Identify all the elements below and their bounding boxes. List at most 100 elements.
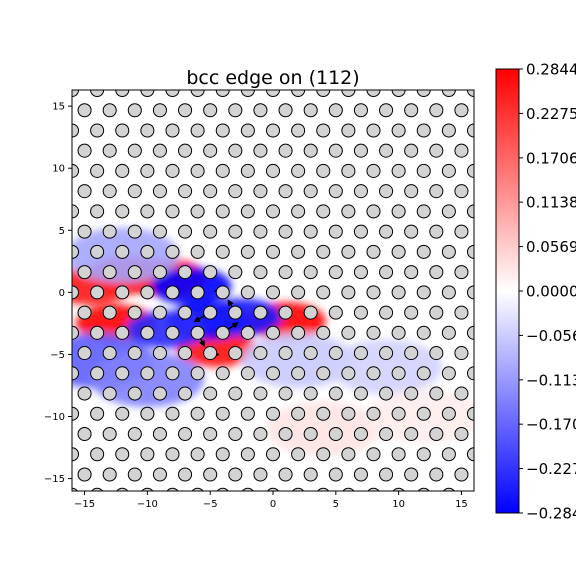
- atom-marker: [77, 426, 92, 442]
- atom-marker: [127, 103, 142, 118]
- atom-marker: [480, 427, 493, 440]
- x-tick-label: 5: [333, 499, 339, 510]
- atom-marker: [265, 285, 281, 300]
- colorbar-tick-label: 0.2844: [526, 61, 576, 79]
- atom-marker: [228, 386, 243, 401]
- atom-marker: [442, 487, 455, 491]
- atom-marker: [454, 305, 469, 320]
- atom-marker: [127, 184, 142, 199]
- atom-marker: [353, 467, 368, 482]
- atom-marker: [215, 90, 230, 98]
- atom-marker: [140, 366, 155, 381]
- atom-marker: [102, 467, 117, 482]
- atom-marker: [404, 467, 419, 482]
- atom-marker: [240, 406, 255, 421]
- atom-marker: [165, 90, 180, 98]
- atom-marker: [152, 386, 167, 401]
- y-tick-label: −5: [50, 350, 65, 361]
- y-tick-label: −15: [44, 474, 65, 485]
- y-tick-label: 5: [59, 226, 65, 237]
- atom-marker: [379, 224, 394, 239]
- atom-marker: [165, 325, 180, 340]
- atom-marker: [353, 346, 368, 361]
- atom-marker: [215, 123, 230, 138]
- atom-marker: [429, 386, 444, 401]
- atom-marker: [480, 104, 493, 117]
- atom-marker: [391, 244, 406, 259]
- atom-marker: [77, 265, 92, 280]
- atom-marker: [404, 184, 419, 199]
- atom-marker: [203, 103, 218, 118]
- atom-marker: [115, 285, 130, 300]
- x-tick-label: 10: [392, 499, 405, 510]
- atom-marker: [215, 406, 230, 421]
- atom-marker: [190, 123, 205, 138]
- atom-marker: [102, 426, 117, 442]
- atom-marker: [72, 90, 80, 98]
- atom-marker: [353, 305, 368, 320]
- atom-marker: [429, 224, 444, 239]
- chart-title: bcc edge on (112): [186, 67, 359, 89]
- atom-marker: [216, 487, 229, 491]
- atom-marker: [190, 325, 205, 340]
- atom-marker: [303, 467, 318, 482]
- atom-marker: [328, 305, 343, 320]
- atom-marker: [404, 305, 419, 320]
- atom-marker: [165, 204, 180, 219]
- atom-marker: [454, 224, 469, 239]
- atom-marker: [90, 204, 105, 219]
- atom-marker: [429, 143, 444, 158]
- atom-marker: [441, 123, 456, 138]
- atom-marker: [77, 103, 92, 118]
- atom-marker: [265, 163, 281, 178]
- atom-marker: [291, 325, 306, 340]
- atom-marker: [140, 447, 155, 462]
- y-tick-label: 0: [59, 288, 65, 299]
- atom-marker: [291, 90, 306, 98]
- atom-marker: [429, 426, 444, 442]
- atom-marker: [165, 244, 180, 259]
- atom-marker: [366, 285, 381, 300]
- atom-marker: [53, 306, 66, 319]
- atom-marker: [278, 143, 293, 158]
- atom-marker: [140, 406, 155, 421]
- atom-marker: [253, 426, 268, 442]
- atom-marker: [152, 426, 167, 442]
- atom-marker: [278, 426, 293, 442]
- atom-marker: [303, 265, 318, 280]
- atom-marker: [77, 224, 92, 239]
- atom-marker: [140, 163, 155, 178]
- atom-marker: [278, 305, 293, 320]
- atom-marker: [404, 103, 419, 118]
- atom-marker: [253, 265, 268, 280]
- atom-marker: [379, 426, 394, 442]
- atom-marker: [480, 185, 493, 198]
- atom-marker: [404, 143, 419, 158]
- atom-marker: [353, 143, 368, 158]
- atom-marker: [454, 467, 469, 482]
- atom-marker: [328, 184, 343, 199]
- atom-marker: [292, 487, 305, 491]
- atom-marker: [379, 103, 394, 118]
- atom-marker: [366, 325, 381, 340]
- atom-marker: [72, 487, 78, 491]
- atom-marker: [190, 285, 205, 300]
- atom-marker: [228, 143, 243, 158]
- y-tick-label: 15: [52, 102, 65, 113]
- atom-marker: [441, 204, 456, 219]
- atom-marker: [215, 244, 230, 259]
- atom-marker: [127, 426, 142, 442]
- atom-marker: [90, 285, 105, 300]
- atom-marker: [416, 447, 431, 462]
- atom-marker: [417, 487, 430, 491]
- atom-marker: [366, 244, 381, 259]
- atom-marker: [391, 406, 406, 421]
- atom-marker: [240, 204, 255, 219]
- atom-marker: [454, 265, 469, 280]
- atom-marker: [115, 123, 130, 138]
- atom-marker: [228, 467, 243, 482]
- x-tick-label: −10: [137, 499, 158, 510]
- atom-marker: [165, 366, 180, 381]
- y-axis-ticks: −15 −10 −5 0 5 10 15: [44, 102, 72, 485]
- atom-marker: [253, 103, 268, 118]
